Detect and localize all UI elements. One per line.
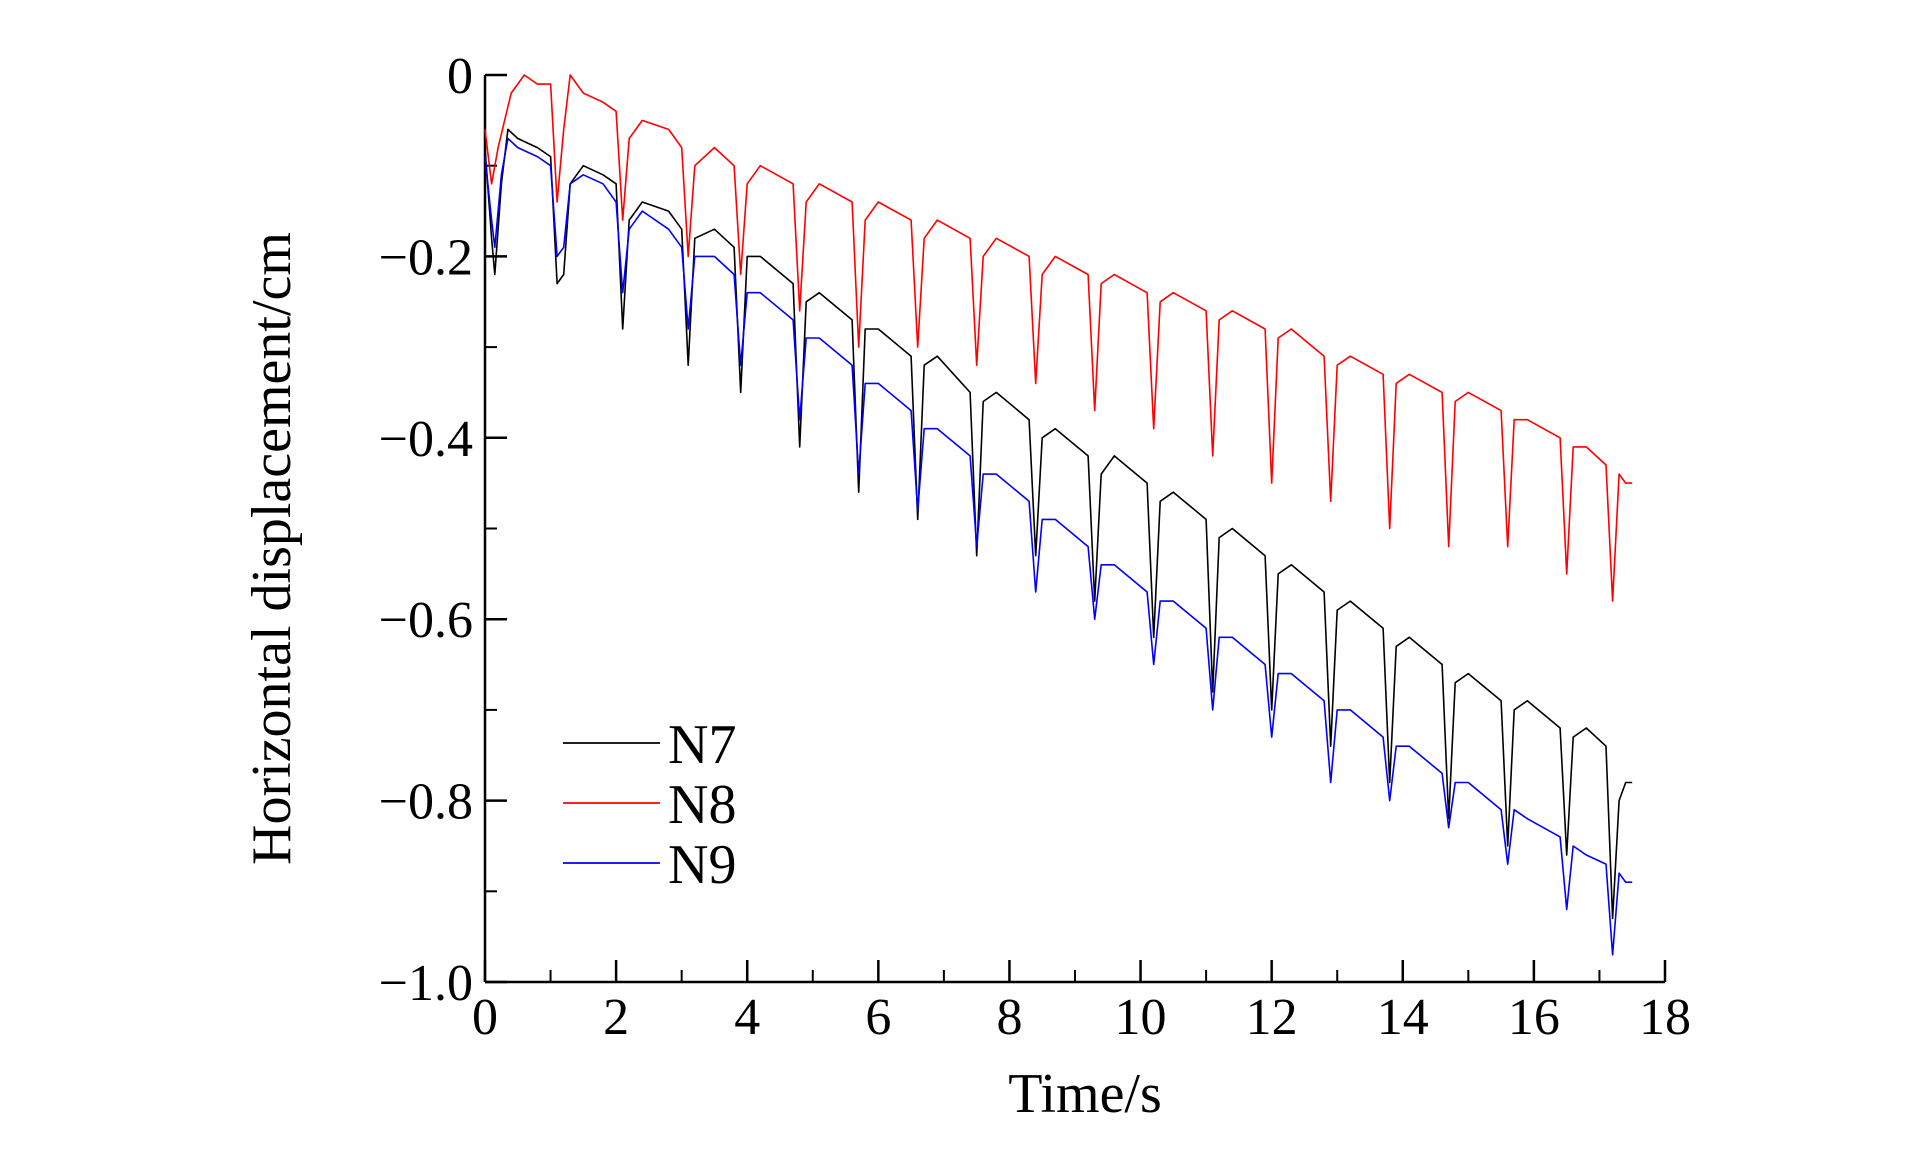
y-tick-label: 0 — [447, 48, 473, 105]
x-tick-label: 6 — [865, 989, 891, 1046]
x-tick-label: 16 — [1508, 989, 1560, 1046]
x-tick-label: 8 — [996, 989, 1022, 1046]
legend-label-n8: N8 — [668, 774, 736, 836]
x-tick-label: 0 — [472, 989, 498, 1046]
x-tick-label: 4 — [734, 989, 760, 1046]
series-group — [484, 74, 1633, 956]
y-axis-title: Horizontal displacement/cm — [241, 232, 303, 865]
axes: 0 2 4 6 8 10 12 14 16 18 0 −0.2 −0.4 −0.6 −0.8 −1.0 — [379, 48, 1691, 1046]
x-tick-label: 10 — [1115, 989, 1167, 1046]
series-line-n8 — [484, 74, 1633, 602]
series-line-n9 — [484, 137, 1633, 956]
legend-label-n9: N9 — [668, 834, 736, 896]
y-tick-label: −0.6 — [379, 592, 473, 649]
x-tick-label: 18 — [1639, 989, 1691, 1046]
x-tick-label: 12 — [1246, 989, 1298, 1046]
y-tick-label: −0.4 — [379, 411, 473, 468]
legend-label-n7: N7 — [668, 714, 736, 776]
x-tick-label: 2 — [603, 989, 629, 1046]
y-tick-label: −0.8 — [379, 774, 473, 831]
y-tick-label: −0.2 — [379, 229, 473, 286]
x-axis-title: Time/s — [1008, 1063, 1162, 1125]
x-tick-label: 14 — [1377, 989, 1429, 1046]
series-line-n7 — [484, 128, 1633, 920]
y-tick-label: −1.0 — [379, 955, 473, 1012]
